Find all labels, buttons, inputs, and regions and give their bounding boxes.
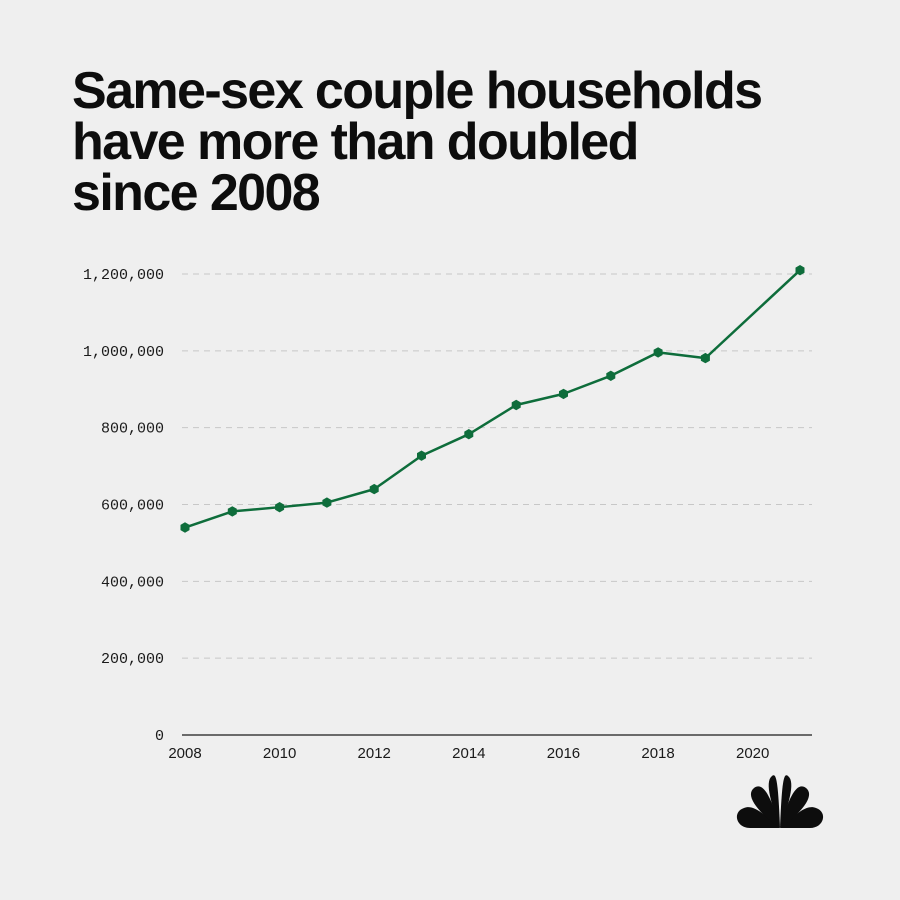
x-tick-label: 2018: [641, 745, 674, 762]
data-point: [606, 370, 616, 381]
y-tick-label: 800,000: [101, 421, 164, 438]
x-axis-ticks: 2008 2010 2012 2014 2016 2018 2020: [168, 745, 769, 762]
y-axis-ticks: 0 200,000 400,000 600,000 800,000 1,000,000 1,…: [83, 267, 164, 745]
data-point: [417, 450, 426, 461]
data-point: [180, 522, 190, 533]
data-point: [322, 497, 332, 508]
data-point: [700, 352, 710, 364]
y-tick-label: 400,000: [101, 574, 164, 591]
y-tick-label: 200,000: [101, 651, 164, 668]
series-layer: [180, 265, 805, 533]
chart-title-line-1: Same-sex couple households: [72, 62, 763, 120]
data-point: [464, 429, 474, 440]
series-line: [184, 269, 801, 529]
chart-title-line-2: have more than doubled: [72, 113, 639, 171]
nbc-peacock-icon: [736, 775, 824, 828]
chart-title: Same-sex couple households have more tha…: [72, 62, 852, 222]
x-tick-label: 2012: [358, 745, 391, 762]
y-tick-label: 600,000: [101, 498, 164, 515]
x-tick-label: 2008: [168, 745, 201, 762]
data-point: [369, 483, 379, 495]
data-point: [559, 388, 568, 400]
data-point: [227, 506, 237, 517]
gridlines: [182, 273, 812, 659]
y-tick-label: 1,200,000: [83, 267, 164, 284]
x-tick-label: 2014: [452, 745, 485, 762]
x-tick-label: 2020: [736, 745, 769, 762]
data-point: [795, 265, 805, 276]
chart-title-line-3: since 2008: [72, 164, 321, 222]
x-tick-label: 2016: [547, 745, 580, 762]
y-tick-label: 1,000,000: [83, 344, 164, 361]
data-point: [511, 399, 521, 411]
data-point: [653, 347, 663, 358]
x-tick-label: 2010: [263, 745, 296, 762]
data-point: [275, 502, 285, 513]
y-tick-label: 0: [155, 728, 164, 745]
